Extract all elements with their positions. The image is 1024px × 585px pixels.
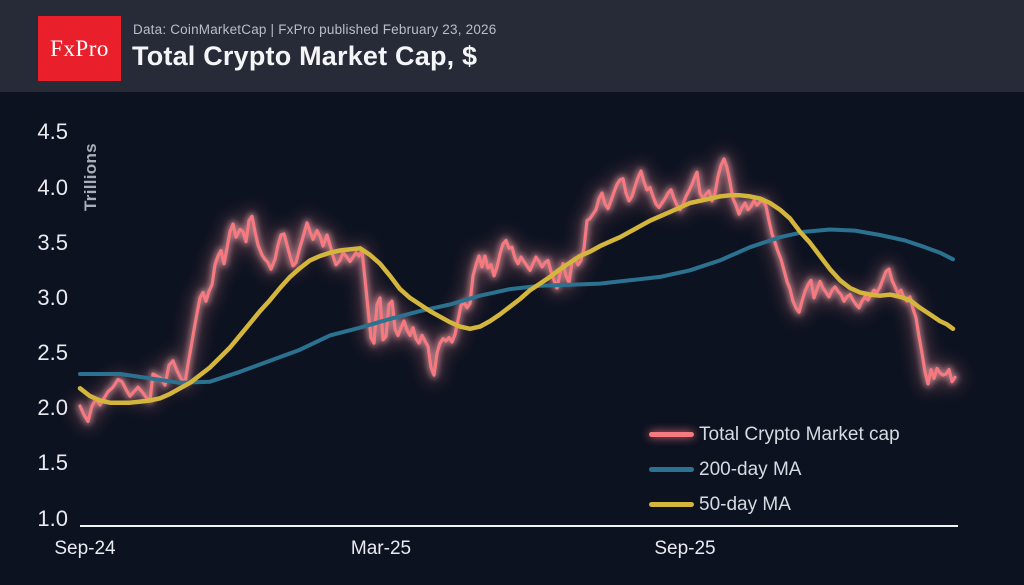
header: FxPro Data: CoinMarketCap | FxPro publis… [0,0,1024,92]
y-tick-label: 2.0 [37,395,68,421]
legend-label-market-cap: Total Crypto Market cap [699,423,900,445]
series-line-total-crypto-market-cap [78,157,957,423]
y-axis-title: Trillions [81,143,100,211]
series-line-200-day-ma [78,227,955,385]
y-tick-label: 4.0 [37,174,68,200]
y-tick-label: 1.5 [37,450,68,476]
chart-source-line: Data: CoinMarketCap | FxPro published Fe… [133,22,497,37]
series-line-50-day-ma [77,193,956,405]
y-tick-label: 3.0 [37,284,68,310]
legend-row-200-day-ma: 200-day MA [649,452,900,487]
y-tick-label: 3.5 [37,229,68,255]
fxpro-logo: FxPro [38,16,121,81]
legend-swatch-200-day-ma [649,467,694,472]
series-group [72,151,963,429]
legend: Total Crypto Market cap 200-day MA 50-da… [649,417,900,522]
y-tick-label: 2.5 [37,340,68,366]
legend-swatch-50-day-ma [649,502,694,507]
y-tick-label: 1.0 [37,505,68,531]
x-tick-label: Sep-24 [54,538,116,559]
page-title: Total Crypto Market Cap, $ [132,41,478,71]
legend-row-50-day-ma: 50-day MA [649,487,900,522]
x-tick-label: Mar-25 [350,538,412,559]
legend-label-200-day-ma: 200-day MA [699,458,802,480]
fxpro-logo-text: FxPro [50,35,109,61]
legend-label-50-day-ma: 50-day MA [699,493,791,515]
y-tick-label: 4.5 [37,119,68,145]
x-tick-label: Sep-25 [654,538,716,559]
legend-swatch-market-cap [649,432,694,437]
legend-row-market-cap: Total Crypto Market cap [649,417,900,452]
